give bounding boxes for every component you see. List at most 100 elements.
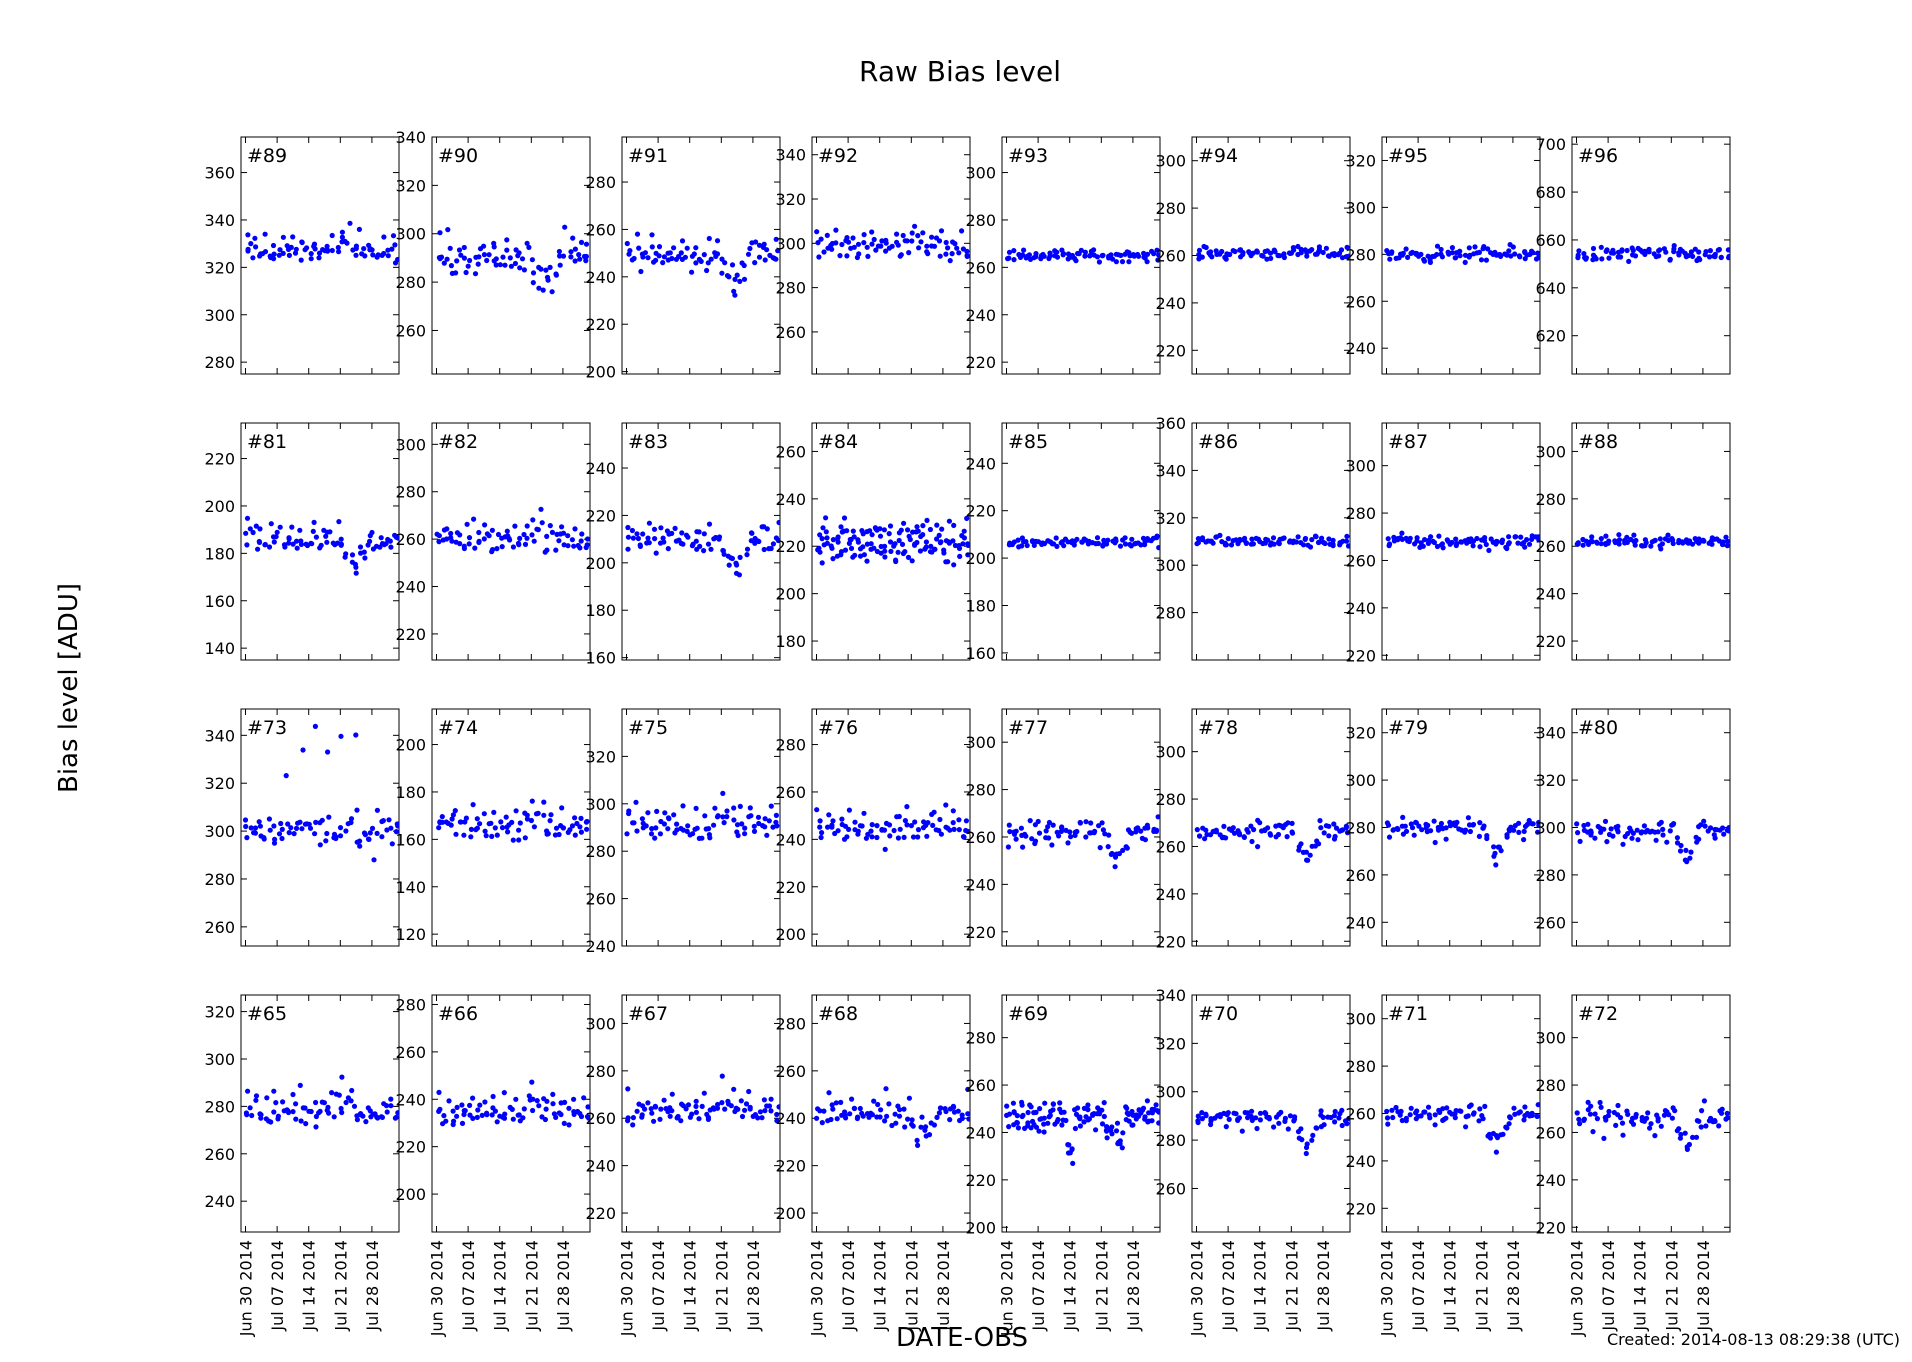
data-point xyxy=(461,244,467,251)
data-point xyxy=(764,1103,770,1109)
data-point xyxy=(481,243,487,249)
data-point xyxy=(753,239,759,245)
data-point xyxy=(274,529,280,535)
data-point xyxy=(1344,533,1350,540)
data-point xyxy=(691,251,697,257)
panel-label: #70 xyxy=(1198,1003,1238,1025)
panel-label: #69 xyxy=(1008,1003,1048,1025)
data-point xyxy=(643,823,649,829)
data-point xyxy=(1493,1133,1499,1139)
data-point xyxy=(1271,541,1277,547)
data-point xyxy=(672,525,678,532)
data-point xyxy=(1117,543,1124,549)
data-point xyxy=(556,538,562,544)
data-point xyxy=(1112,854,1119,860)
data-point xyxy=(539,520,545,526)
data-point xyxy=(262,249,269,255)
panel-label: #79 xyxy=(1388,717,1428,739)
data-point xyxy=(714,238,721,244)
data-point xyxy=(845,239,852,245)
data-point xyxy=(476,539,482,546)
data-point xyxy=(1096,259,1102,265)
data-point xyxy=(1679,539,1685,545)
data-point xyxy=(756,242,763,248)
panel-frame xyxy=(1001,708,1161,947)
data-point xyxy=(1195,1118,1201,1124)
data-point xyxy=(388,1103,394,1109)
data-point xyxy=(507,255,513,261)
data-point xyxy=(1221,1110,1227,1116)
data-point xyxy=(339,234,345,240)
data-point xyxy=(732,292,738,298)
data-points xyxy=(1574,818,1730,865)
data-point xyxy=(1724,538,1730,544)
data-point xyxy=(1457,253,1463,259)
data-point xyxy=(905,1116,911,1122)
data-point xyxy=(865,831,871,838)
data-point xyxy=(1615,829,1621,835)
data-point xyxy=(959,228,965,234)
data-point xyxy=(915,233,921,239)
data-point xyxy=(764,247,770,253)
data-point xyxy=(1307,852,1313,858)
data-point xyxy=(1223,256,1229,262)
y-tick-label: 260 xyxy=(395,530,426,549)
data-point xyxy=(1050,1107,1056,1113)
data-point xyxy=(651,526,658,532)
data-point xyxy=(1610,833,1616,839)
data-point xyxy=(645,255,651,261)
data-point xyxy=(1601,1135,1607,1141)
data-point xyxy=(1647,1125,1653,1131)
y-tick-label: 220 xyxy=(965,353,996,372)
y-tick-label: 180 xyxy=(965,596,996,615)
data-points xyxy=(1194,817,1350,863)
data-point xyxy=(515,540,522,547)
data-point xyxy=(667,1113,673,1119)
data-point xyxy=(1478,257,1485,263)
data-point xyxy=(489,833,495,840)
data-point xyxy=(1592,1111,1598,1117)
data-point xyxy=(923,539,930,545)
data-point xyxy=(637,543,644,550)
data-point xyxy=(324,529,330,535)
data-point xyxy=(1389,1107,1395,1113)
data-point xyxy=(379,818,385,825)
data-point xyxy=(1333,825,1340,831)
data-point xyxy=(293,1101,299,1107)
data-point xyxy=(1287,1113,1293,1119)
data-point xyxy=(1407,1112,1413,1118)
data-point xyxy=(271,1088,277,1094)
y-tick-label: 360 xyxy=(204,164,235,183)
panel-label: #86 xyxy=(1198,431,1238,453)
data-point xyxy=(474,816,480,822)
data-point xyxy=(1637,247,1644,253)
data-point xyxy=(476,254,482,260)
data-point xyxy=(1096,823,1102,829)
data-point xyxy=(272,836,278,843)
data-point xyxy=(1389,249,1395,255)
data-point xyxy=(1151,251,1157,257)
data-point xyxy=(1199,254,1205,260)
data-point xyxy=(1126,259,1132,265)
data-point xyxy=(293,825,300,832)
data-point xyxy=(470,1115,476,1121)
y-tick-label: 300 xyxy=(1535,1029,1566,1048)
data-point xyxy=(1483,257,1489,263)
data-point xyxy=(1304,1141,1310,1147)
data-point xyxy=(1601,826,1607,832)
data-point xyxy=(524,816,531,822)
data-point xyxy=(1639,1114,1645,1121)
data-point xyxy=(1615,1102,1621,1109)
data-point xyxy=(1606,538,1612,544)
data-point xyxy=(1407,535,1413,541)
data-point xyxy=(247,526,253,532)
data-point xyxy=(448,822,454,828)
data-points xyxy=(1005,814,1160,870)
data-point xyxy=(393,1114,399,1120)
data-point xyxy=(646,540,652,546)
data-point xyxy=(553,271,559,277)
data-point xyxy=(671,812,677,818)
data-point xyxy=(829,1102,835,1108)
data-point xyxy=(279,826,285,833)
